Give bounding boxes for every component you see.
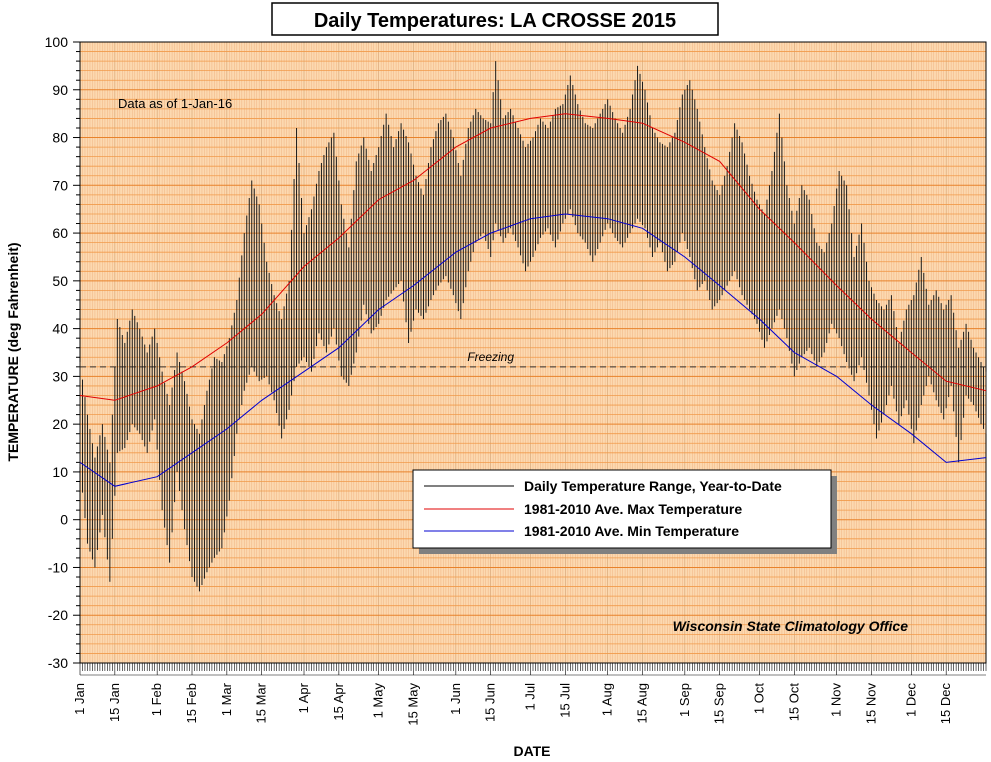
x-tick-label: 1 Oct [752,683,767,714]
data-as-of-annotation: Data as of 1-Jan-16 [118,96,232,111]
y-tick-label: 80 [52,130,68,146]
y-tick-label: 40 [52,321,68,337]
x-tick-label: 1 Jul [523,683,538,711]
x-tick-label: 1 Feb [149,683,164,716]
y-tick-label: 0 [60,512,68,528]
x-tick-label: 1 Mar [219,682,234,716]
y-tick-label: 50 [52,273,68,289]
x-axis: 1 Jan 15 Jan 1 Feb 15 Feb 1 Mar 15 Mar 1 Apr 15… [72,663,987,726]
daily-range-bars [79,61,987,592]
y-tick-label: 60 [52,225,68,241]
x-tick-label: 1 Jan [72,683,87,715]
avg-min-line [79,213,987,487]
x-tick-label: 1 May [371,683,386,719]
y-tick-label: 20 [52,416,68,432]
x-tick-label: 1 Apr [296,682,311,713]
y-tick-label: -10 [48,559,68,575]
y-tick-label: 30 [52,368,68,384]
x-tick-label: 15 May [406,683,421,726]
freezing-label: Freezing [467,350,514,364]
y-tick-label: 100 [45,34,69,50]
x-tick-label: 15 Aug [635,683,650,724]
x-tick-label: 1 Nov [829,683,844,717]
y-tick-label: 70 [52,177,68,193]
x-tick-label: 1 Jun [448,683,463,715]
credit-label: Wisconsin State Climatology Office [673,618,909,634]
x-tick-label: 15 Feb [184,683,199,723]
legend-label-range: Daily Temperature Range, Year-to-Date [524,478,782,494]
y-tick-label: 10 [52,464,68,480]
x-tick-label: 15 Jun [483,683,498,722]
y-tick-label: -20 [48,607,68,623]
x-tick-label: 15 Nov [864,683,879,725]
x-tick-label: 15 Apr [331,682,346,720]
x-tick-label: 15 Oct [786,683,801,722]
title-box [271,2,719,36]
x-tick-label: 15 Dec [938,683,953,725]
y-axis-label: TEMPERATURE (deg Fahrenheit) [5,242,21,461]
x-tick-label: 15 Sep [712,683,727,724]
x-tick-label: 15 Jan [107,683,122,722]
legend-label-min: 1981-2010 Ave. Min Temperature [524,523,739,539]
legend: Daily Temperature Range, Year-to-Date 19… [412,469,837,554]
x-axis-label: DATE [513,743,550,759]
y-axis: -30 -20 -10 0 10 20 30 40 50 60 70 80 90 100 [45,34,80,671]
x-tick-label: 1 Aug [600,683,615,716]
x-tick-label: 1 Sep [677,683,692,717]
x-tick-label: 15 Jul [557,683,572,718]
y-tick-label: -30 [48,655,68,671]
x-tick-label: 1 Dec [903,683,918,717]
x-tick-label: 15 Mar [254,682,269,723]
legend-label-max: 1981-2010 Ave. Max Temperature [524,501,742,517]
y-tick-label: 90 [52,82,68,98]
chart-title: Daily Temperatures: LA CROSSE 2015 [314,10,676,32]
avg-max-line [79,113,987,401]
